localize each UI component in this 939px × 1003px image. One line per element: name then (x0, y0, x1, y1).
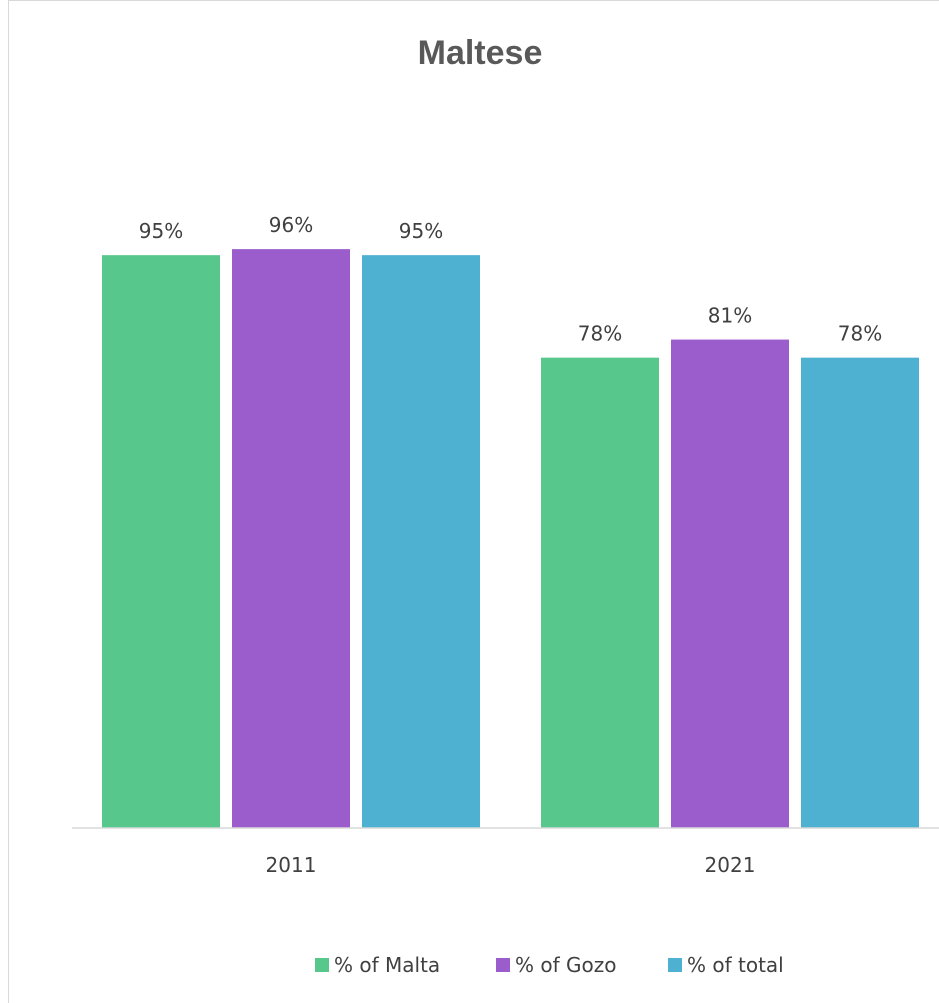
bar-2021-1 (541, 357, 659, 828)
bar-2011-1 (102, 255, 220, 828)
chart-title: Maltese (418, 34, 543, 72)
bar-2011-2 (232, 249, 350, 828)
legend: % of Malta % of Gozo % of total (315, 953, 784, 977)
data-label-2021-2: 81% (708, 304, 752, 328)
legend-label-1: % of Malta (334, 953, 440, 977)
bar-labels-group: 95% 96% 95% 78% 81% 78% (139, 213, 882, 346)
data-label-2011-1: 95% (139, 219, 183, 243)
category-label-2011: 2011 (266, 853, 317, 877)
legend-swatch-3 (668, 958, 682, 972)
legend-swatch-1 (315, 958, 329, 972)
legend-label-2: % of Gozo (515, 953, 616, 977)
category-labels-group: 2011 2021 (266, 853, 756, 877)
data-label-2011-2: 96% (269, 213, 313, 237)
legend-swatch-2 (496, 958, 510, 972)
bar-2021-3 (801, 357, 919, 828)
data-label-2011-3: 95% (399, 219, 443, 243)
legend-label-3: % of total (687, 953, 784, 977)
bar-2021-2 (671, 339, 789, 828)
bar-2011-3 (362, 255, 480, 828)
data-label-2021-3: 78% (838, 322, 882, 346)
category-label-2021: 2021 (705, 853, 756, 877)
bars-group (102, 249, 919, 828)
data-label-2021-1: 78% (578, 322, 622, 346)
